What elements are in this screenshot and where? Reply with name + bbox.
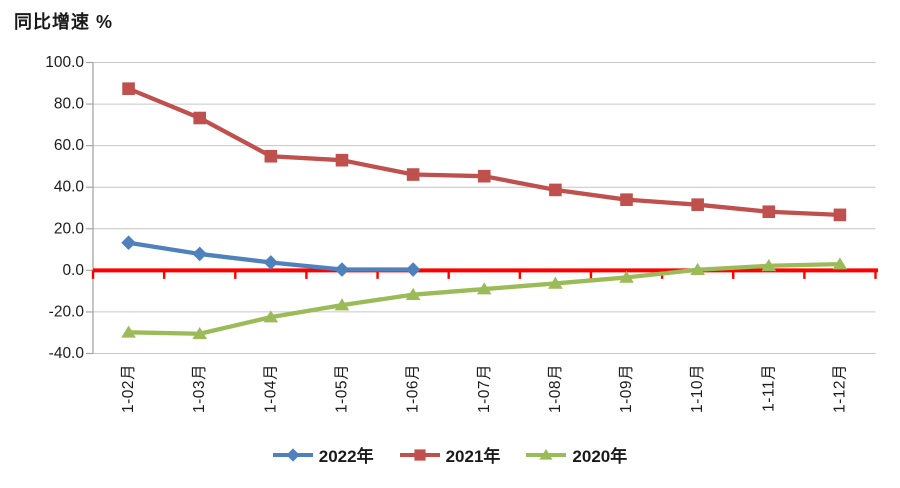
- chart-title: 同比增速 %: [14, 12, 114, 32]
- data-point-marker: [690, 262, 705, 276]
- y-axis-tick-label: 0.0: [62, 262, 84, 279]
- triangle-legend-icon: [526, 448, 567, 460]
- data-point-marker: [121, 325, 136, 338]
- x-axis-label: 1-03月: [191, 364, 208, 413]
- data-point-marker: [122, 82, 135, 95]
- data-point-marker: [548, 276, 563, 289]
- data-point-marker: [192, 326, 208, 340]
- y-axis-tick-label: -20.0: [49, 303, 85, 320]
- plot-area: 100.0 80.0 60.0 40.0 20.0 0.0 -20.0 -40.0 1-02月 1…: [45, 54, 878, 413]
- series-line: [126, 86, 843, 218]
- legend-marker: [413, 448, 426, 461]
- square-legend-icon: [399, 448, 440, 461]
- data-point-marker: [264, 149, 278, 163]
- legend-item-2021年: 2021年: [399, 442, 501, 467]
- x-axis-label: 1-08月: [547, 364, 564, 413]
- data-point-marker: [335, 153, 349, 167]
- y-axis-tick-label: 60.0: [54, 137, 85, 154]
- legend-marker: [539, 448, 554, 460]
- data-point-marker: [832, 257, 848, 270]
- data-point-marker: [620, 193, 633, 206]
- data-point-marker: [263, 255, 279, 270]
- x-axis-label: 1-12月: [831, 364, 848, 413]
- legend-label: 2022年: [318, 447, 374, 466]
- data-point-marker: [549, 183, 562, 197]
- series-2021年: [122, 82, 847, 222]
- x-axis-label: 1-09月: [618, 364, 635, 413]
- data-point-marker: [833, 208, 847, 222]
- x-axis-label: 1-07月: [476, 364, 493, 413]
- data-point-marker: [193, 111, 207, 125]
- data-point-marker: [477, 169, 491, 183]
- legend-label: 2020年: [572, 447, 628, 466]
- x-axis-label: 1-11月: [760, 364, 777, 412]
- data-point-marker: [334, 298, 350, 311]
- data-point-marker: [121, 235, 136, 251]
- legend-item-2020年: 2020年: [526, 442, 627, 467]
- data-point-marker: [761, 258, 777, 272]
- y-axis-tick-label: 40.0: [54, 179, 85, 196]
- data-point-marker: [691, 198, 704, 211]
- data-point-marker: [192, 246, 208, 262]
- data-point-marker: [762, 205, 776, 219]
- data-point-marker: [334, 262, 350, 277]
- x-axis-label: 1-06月: [405, 364, 422, 413]
- x-axis-label: 1-02月: [120, 364, 137, 413]
- data-point-marker: [406, 168, 420, 181]
- x-axis-label: 1-10月: [689, 364, 706, 413]
- x-axis-label: 1-04月: [262, 364, 279, 413]
- y-axis-tick-label: 100.0: [45, 54, 84, 71]
- diamond-legend-icon: [272, 447, 313, 462]
- data-point-marker: [263, 310, 279, 323]
- data-point-marker: [476, 282, 492, 295]
- x-axis-label: 1-05月: [333, 364, 350, 413]
- data-point-marker: [405, 262, 421, 277]
- y-axis-tick-label: 80.0: [54, 96, 85, 113]
- legend: 2022年 2021年 2020年: [0, 442, 900, 467]
- data-point-marker: [405, 287, 421, 300]
- series-2020年: [121, 257, 848, 340]
- data-point-marker: [619, 270, 634, 283]
- legend-marker: [286, 447, 300, 462]
- y-axis-tick-label: 20.0: [54, 220, 85, 237]
- series-2022年: [121, 235, 421, 277]
- legend-item-2022年: 2022年: [272, 442, 374, 467]
- y-axis-tick-label: -40.0: [49, 345, 85, 362]
- legend-label: 2021年: [445, 447, 501, 466]
